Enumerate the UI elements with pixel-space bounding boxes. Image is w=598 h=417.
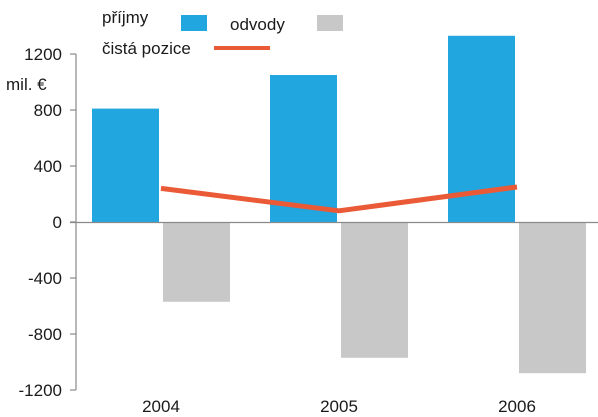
y-axis-unit-label: mil. € — [6, 75, 47, 94]
y-tick-label: -400 — [28, 269, 62, 288]
y-tick-label: 1200 — [24, 45, 62, 64]
legend-label-cista-pozice: čistá pozice — [102, 39, 191, 58]
legend-swatch-odvody — [317, 15, 343, 31]
x-tick-label: 2004 — [142, 397, 180, 416]
x-tick-label: 2006 — [498, 397, 536, 416]
bars — [92, 35, 586, 374]
y-tick-label: -800 — [28, 325, 62, 344]
legend-label-odvody: odvody — [230, 15, 285, 34]
net-position-line — [160, 184, 518, 214]
bar-prijmy-2005 — [270, 75, 337, 222]
legend-label-prijmy: příjmy — [102, 8, 149, 27]
y-tick-label: 400 — [34, 157, 62, 176]
x-axis: 2004 2005 2006 — [142, 397, 536, 416]
y-tick-label: -1200 — [19, 381, 62, 400]
y-tick-label: 800 — [34, 101, 62, 120]
bar-odvody-2006 — [519, 223, 586, 374]
bar-odvody-2004 — [163, 223, 230, 302]
legend-swatch-prijmy — [181, 15, 207, 31]
y-tick-label: 0 — [53, 213, 62, 232]
y-axis: 1200 800 400 0 -400 -800 -1200 — [19, 45, 76, 400]
x-tick-label: 2005 — [320, 397, 358, 416]
legend: příjmy odvody čistá pozice — [102, 8, 343, 58]
bar-prijmy-2004 — [92, 108, 159, 222]
bar-odvody-2005 — [341, 223, 408, 358]
net-position-line-group — [160, 184, 518, 214]
